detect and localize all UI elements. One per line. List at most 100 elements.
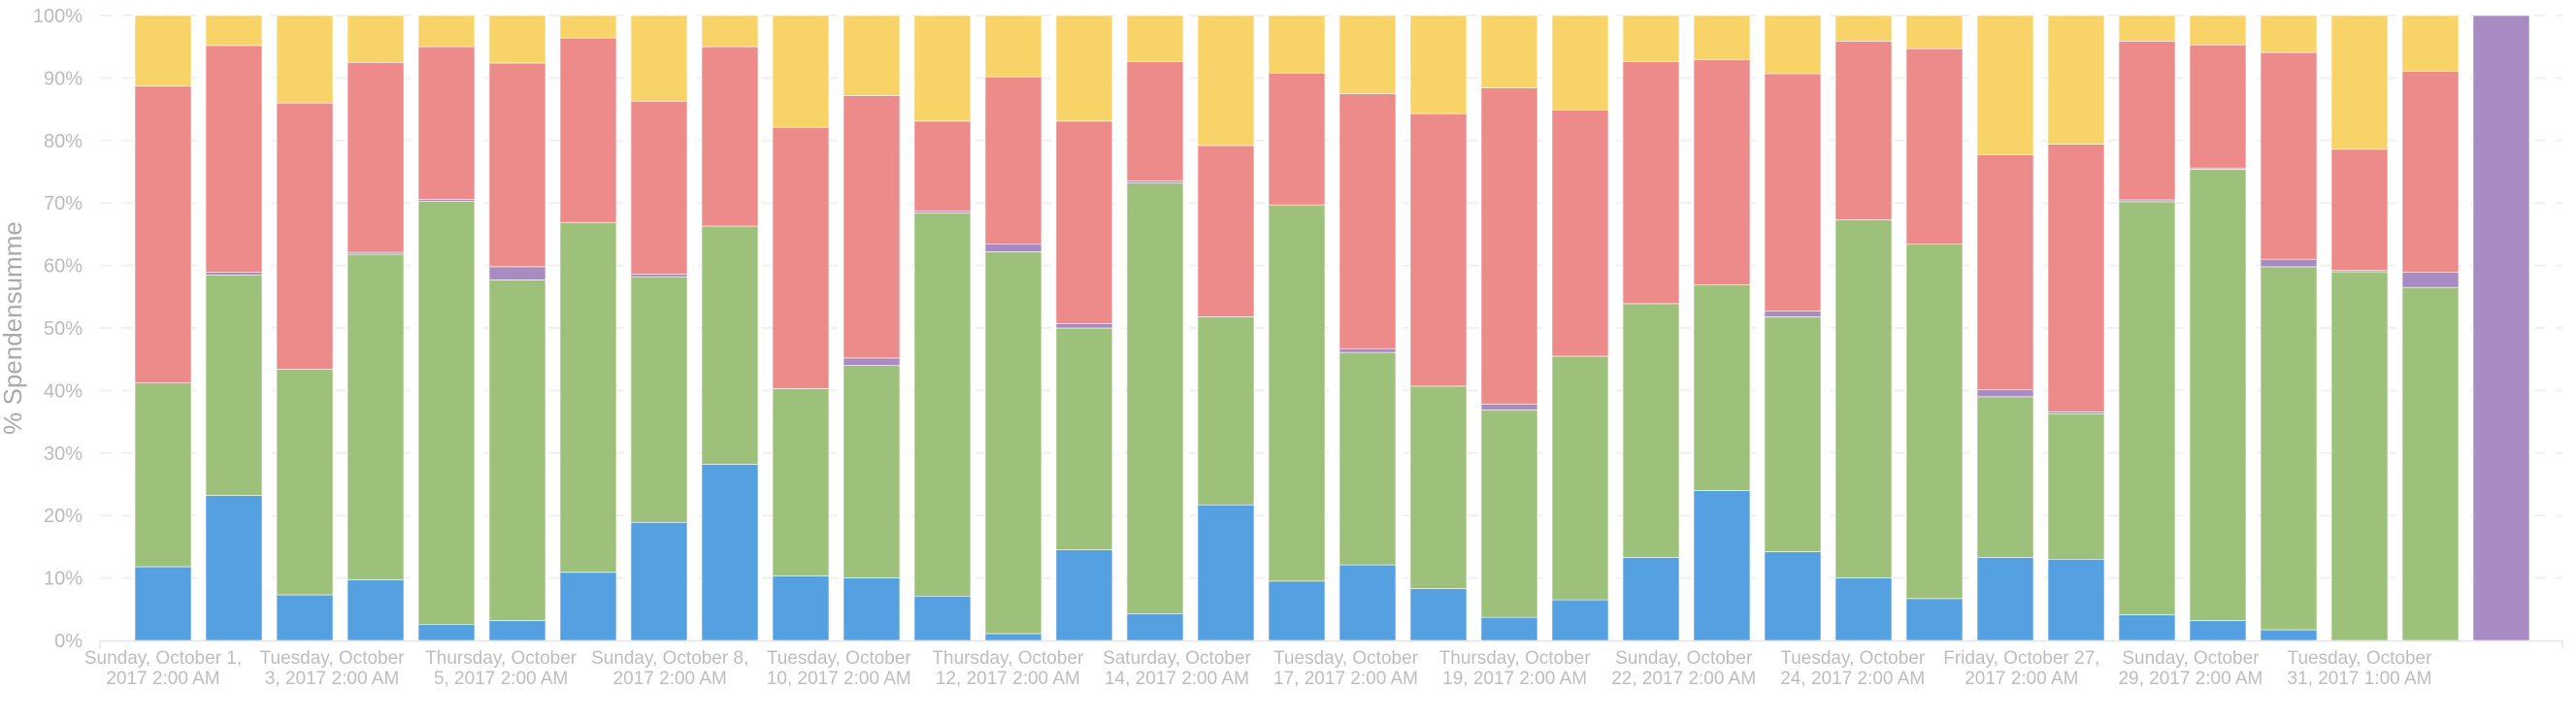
bar-segment-series-4[interactable] [701, 15, 759, 48]
bar-segment-series-4[interactable] [2047, 15, 2105, 145]
bar-segment-series-4[interactable] [2118, 15, 2176, 42]
bar-segment-series-4[interactable] [2401, 15, 2460, 72]
bar-segment-series-3[interactable] [1976, 154, 2034, 391]
bar-segment-series-2[interactable] [488, 266, 546, 280]
bar-segment-series-1[interactable] [842, 365, 901, 578]
bar-segment-series-4[interactable] [772, 15, 830, 128]
bar-segment-series-0[interactable] [842, 577, 901, 641]
bar-segment-series-0[interactable] [1764, 551, 1822, 641]
bar-segment-series-3[interactable] [1693, 59, 1751, 285]
bar-segment-series-3[interactable] [1622, 61, 1680, 305]
bar-segment-series-3[interactable] [1764, 73, 1822, 312]
bar-segment-series-1[interactable] [1480, 410, 1538, 618]
bar-segment-series-0[interactable] [701, 464, 759, 641]
bar-segment-series-4[interactable] [842, 15, 901, 96]
bar-segment-series-4[interactable] [1693, 15, 1751, 61]
bar-segment-series-1[interactable] [1551, 355, 1609, 601]
bar-segment-series-2[interactable] [205, 272, 263, 276]
bar-segment-series-1[interactable] [984, 251, 1042, 635]
bar-segment-series-4[interactable] [1764, 15, 1822, 75]
bar-segment-series-3[interactable] [630, 100, 688, 275]
bar-segment-series-3[interactable] [1338, 93, 1397, 349]
bar-segment-series-0[interactable] [347, 579, 405, 641]
bar-segment-series-3[interactable] [1126, 61, 1184, 181]
bar-segment-series-1[interactable] [205, 274, 263, 496]
bar-segment-series-2[interactable] [1976, 389, 2034, 398]
bar-segment-series-2[interactable] [2260, 258, 2318, 268]
bar-segment-series-4[interactable] [2260, 15, 2318, 53]
bar-segment-series-1[interactable] [701, 225, 759, 465]
bar-segment-series-4[interactable] [1055, 15, 1113, 122]
bar-segment-series-4[interactable] [1551, 15, 1609, 111]
bar-segment-series-4[interactable] [1338, 15, 1397, 94]
bar-segment-series-3[interactable] [1409, 113, 1468, 387]
bar-segment-series-0[interactable] [417, 623, 476, 641]
bar-segment-series-1[interactable] [1976, 396, 2034, 558]
bar-segment-series-3[interactable] [913, 120, 972, 212]
bar-segment-series-0[interactable] [1480, 616, 1538, 641]
bar-segment-series-1[interactable] [1764, 316, 1822, 552]
bar-segment-series-1[interactable] [1055, 327, 1113, 550]
bar-segment-series-4[interactable] [913, 15, 972, 122]
bar-segment-series-3[interactable] [205, 45, 263, 273]
bar-segment-series-4[interactable] [1197, 15, 1255, 147]
bar-segment-series-4[interactable] [488, 15, 546, 64]
bar-segment-series-1[interactable] [1622, 303, 1680, 558]
bar-segment-series-3[interactable] [1551, 109, 1609, 357]
bar-segment-series-2[interactable] [1480, 404, 1538, 410]
bar-segment-series-4[interactable] [1622, 15, 1680, 62]
bar-segment-series-0[interactable] [488, 620, 546, 641]
bar-segment-series-2[interactable] [1055, 323, 1113, 329]
bar-segment-series-3[interactable] [2330, 148, 2389, 272]
bar-segment-series-3[interactable] [276, 102, 334, 370]
bar-segment-series-1[interactable] [488, 279, 546, 621]
bar-segment-series-3[interactable] [2189, 44, 2247, 169]
bar-segment-series-1[interactable] [1338, 351, 1397, 566]
bar-segment-series-3[interactable] [1834, 41, 1893, 220]
bar-segment-series-4[interactable] [1126, 15, 1184, 62]
bar-segment-series-4[interactable] [1480, 15, 1538, 89]
bar-segment-series-4[interactable] [1905, 15, 1964, 49]
bar-segment-series-0[interactable] [1126, 613, 1184, 641]
bar-segment-series-2[interactable] [1764, 311, 1822, 317]
bar-segment-series-3[interactable] [1055, 120, 1113, 324]
bar-segment-series-1[interactable] [1693, 284, 1751, 491]
bar-segment-series-4[interactable] [205, 15, 263, 47]
bar-segment-series-3[interactable] [701, 46, 759, 227]
bar-segment-series-1[interactable] [276, 369, 334, 596]
bar-segment-series-1[interactable] [772, 388, 830, 576]
bar-segment-series-1[interactable] [1268, 204, 1326, 582]
bar-segment-series-2[interactable] [1338, 347, 1397, 353]
bar-segment-series-0[interactable] [1197, 504, 1255, 641]
bar-segment-series-1[interactable] [134, 382, 192, 568]
bar-segment-series-4[interactable] [1268, 15, 1326, 74]
bar-segment-series-1[interactable] [1905, 244, 1964, 600]
bar-segment-series-1[interactable] [2118, 201, 2176, 615]
bar-segment-series-1[interactable] [2330, 271, 2389, 641]
bar-segment-series-3[interactable] [417, 46, 476, 200]
bar-segment-series-0[interactable] [1976, 557, 2034, 641]
bar-segment-series-1[interactable] [1409, 385, 1468, 589]
bar-segment-series-4[interactable] [984, 15, 1042, 78]
bar-segment-series-2[interactable] [842, 357, 901, 366]
bar-segment-series-3[interactable] [1905, 48, 1964, 246]
bar-segment-series-2[interactable] [984, 244, 1042, 252]
bar-segment-series-0[interactable] [1338, 564, 1397, 641]
bar-segment-series-0[interactable] [2047, 558, 2105, 641]
bar-segment-series-1[interactable] [347, 253, 405, 580]
bar-segment-series-3[interactable] [2047, 144, 2105, 412]
bar-segment-series-1[interactable] [559, 221, 617, 574]
bar-segment-series-1[interactable] [2401, 286, 2460, 641]
bar-segment-series-3[interactable] [559, 37, 617, 223]
bar-segment-series-0[interactable] [772, 575, 830, 641]
bar-segment-series-1[interactable] [1126, 182, 1184, 614]
bar-segment-series-3[interactable] [842, 95, 901, 359]
bar-segment-series-0[interactable] [913, 595, 972, 641]
bar-segment-series-4[interactable] [1976, 15, 2034, 155]
bar-segment-series-0[interactable] [630, 521, 688, 641]
bar-segment-series-4[interactable] [559, 15, 617, 39]
bar-segment-series-3[interactable] [1268, 72, 1326, 206]
bar-segment-series-1[interactable] [2047, 412, 2105, 560]
bar-segment-series-0[interactable] [1409, 588, 1468, 641]
bar-segment-series-4[interactable] [347, 15, 405, 63]
